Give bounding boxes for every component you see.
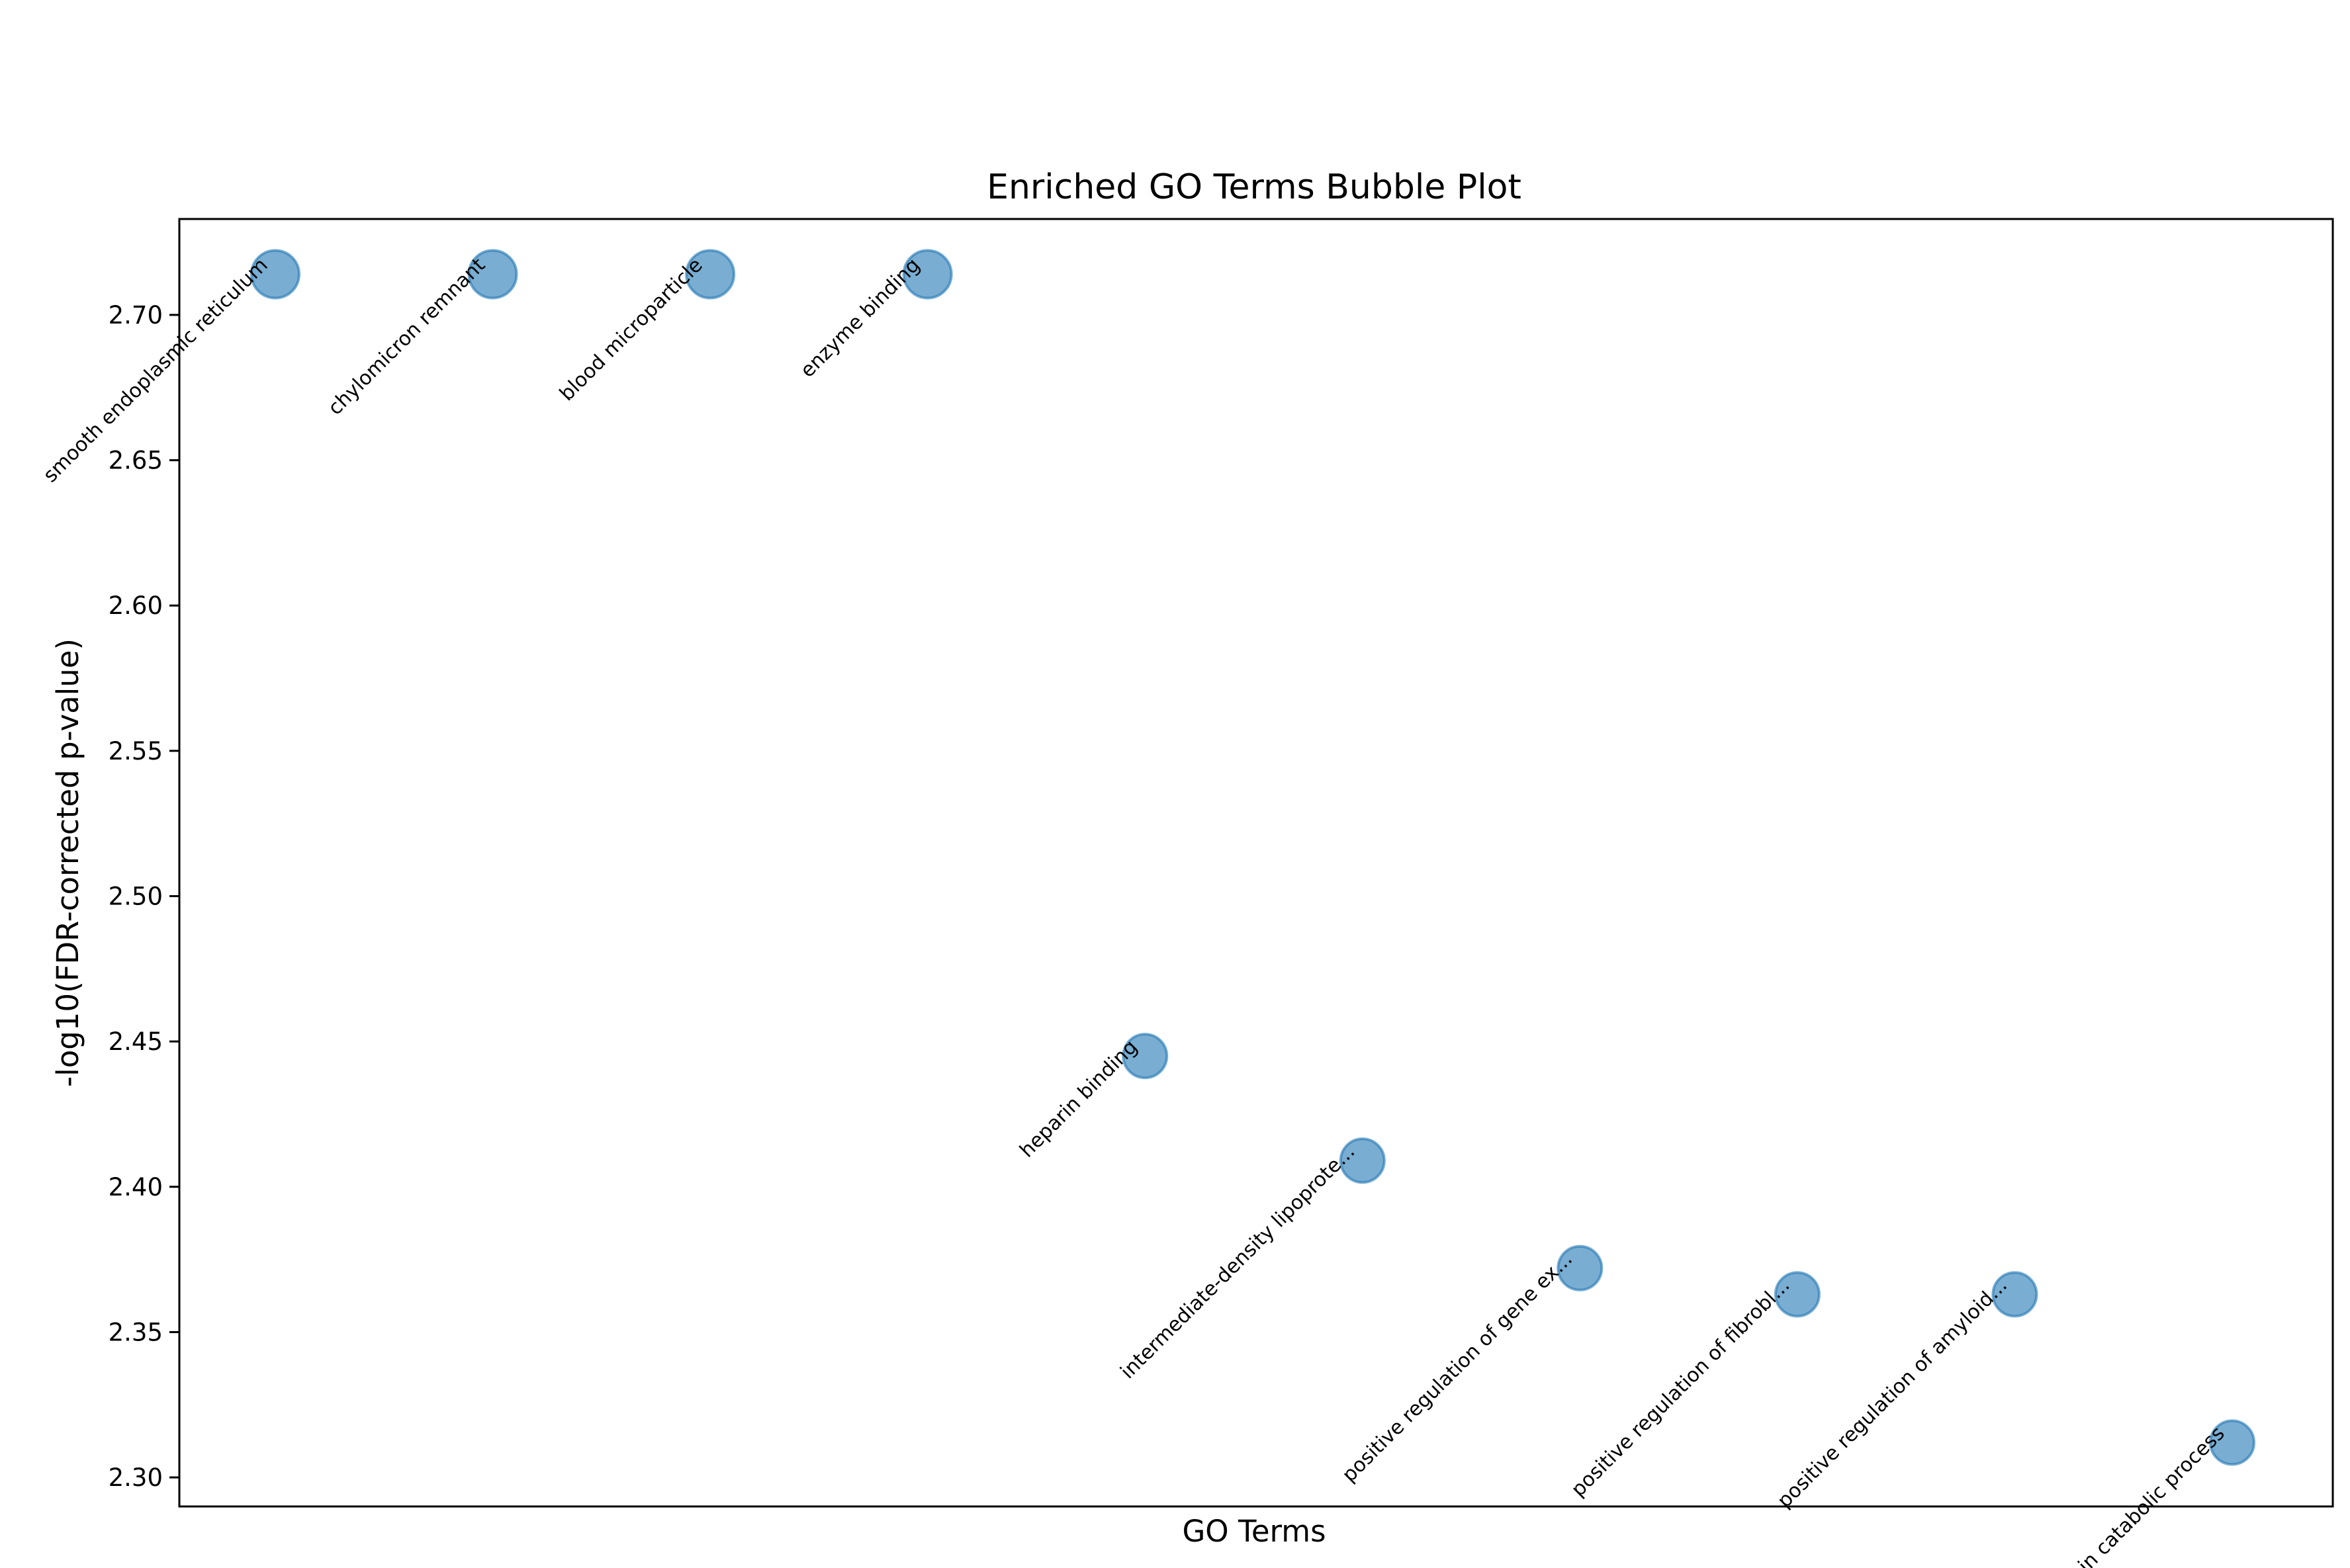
y-tick-label: 2.70 <box>109 301 163 329</box>
bubble-point[interactable] <box>1339 1137 1386 1184</box>
bubble-point[interactable] <box>1122 1033 1169 1080</box>
bubble-point[interactable] <box>1774 1271 1821 1318</box>
y-tick-label: 2.40 <box>109 1173 163 1201</box>
x-axis-label: GO Terms <box>1182 1514 1326 1549</box>
y-tick-label: 2.55 <box>109 737 163 765</box>
y-tick-label: 2.30 <box>109 1463 163 1492</box>
bubble-point[interactable] <box>685 249 736 300</box>
term-labels: smooth endoplasmic reticulum chylomicron … <box>39 253 2230 1568</box>
term-label: lipoprotein catabolic process <box>2011 1422 2229 1568</box>
term-label: intermediate-density lipoprote... <box>1116 1140 1359 1383</box>
bubble-point[interactable] <box>467 249 518 300</box>
plot-marks <box>250 249 2255 1466</box>
bubble-point[interactable] <box>250 249 300 300</box>
y-tick-label: 2.50 <box>109 883 163 911</box>
bubble-point[interactable] <box>1557 1244 1604 1291</box>
chart-title: Enriched GO Terms Bubble Plot <box>987 167 1521 207</box>
y-tick-label: 2.35 <box>109 1318 163 1346</box>
term-label: positive regulation of gene ex... <box>1337 1248 1577 1487</box>
term-label: blood microparticle <box>555 253 707 406</box>
y-tick-label: 2.45 <box>109 1027 163 1056</box>
y-tick-label: 2.65 <box>109 447 163 475</box>
term-label: enzyme binding <box>796 253 925 382</box>
term-label: heparin binding <box>1015 1035 1142 1162</box>
bubble-point[interactable] <box>902 249 953 300</box>
y-axis: 2.30 2.35 2.40 2.45 2.50 2.55 2.60 2.65 2.70 <box>109 301 179 1492</box>
bubble-point[interactable] <box>2209 1419 2255 1466</box>
term-label: chylomicron remnant <box>324 253 490 419</box>
y-axis-label: -log10(FDR-corrected p-value) <box>50 638 85 1087</box>
term-label: positive regulation of fibrobl... <box>1567 1274 1795 1501</box>
bubble-point[interactable] <box>1991 1271 2038 1318</box>
plot-area <box>178 218 2334 1508</box>
y-tick-label: 2.60 <box>109 591 163 620</box>
